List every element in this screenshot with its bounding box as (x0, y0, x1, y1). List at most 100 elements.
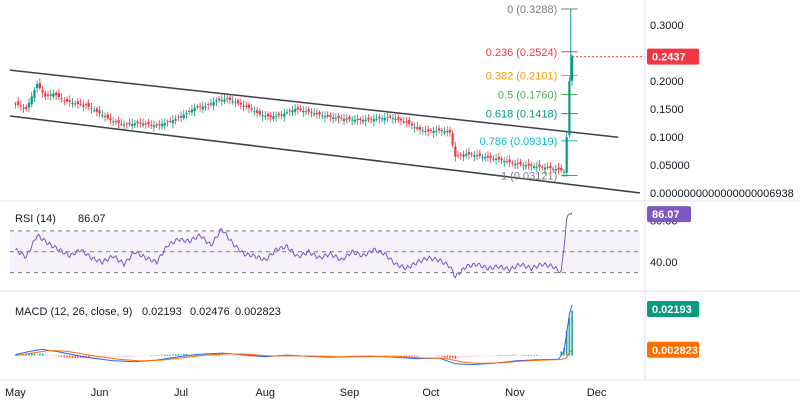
candle[interactable] (93, 106, 96, 113)
candle[interactable] (74, 100, 77, 108)
candle[interactable] (52, 89, 55, 99)
channel-lower-line[interactable] (9, 115, 641, 194)
candle[interactable] (437, 124, 441, 134)
candle[interactable] (220, 95, 223, 107)
candle[interactable] (147, 118, 150, 128)
candle[interactable] (386, 112, 389, 123)
candle[interactable] (364, 114, 367, 127)
candle[interactable] (27, 98, 31, 113)
candle[interactable] (190, 104, 194, 116)
candle[interactable] (470, 151, 473, 158)
candle[interactable] (571, 54, 574, 86)
candle[interactable] (171, 115, 175, 129)
candle[interactable] (71, 97, 74, 108)
candle[interactable] (63, 97, 66, 106)
candle[interactable] (549, 161, 552, 173)
candle[interactable] (427, 124, 430, 137)
candle[interactable] (196, 104, 199, 110)
candle[interactable] (169, 116, 172, 124)
candle[interactable] (413, 122, 416, 133)
candle[interactable] (465, 148, 468, 159)
candle[interactable] (405, 116, 408, 127)
candle[interactable] (315, 108, 318, 119)
candle[interactable] (250, 104, 253, 113)
candle[interactable] (562, 168, 566, 177)
candle[interactable] (253, 106, 256, 116)
candle[interactable] (128, 118, 131, 127)
candle[interactable] (101, 110, 104, 119)
candle[interactable] (41, 85, 44, 98)
candle[interactable] (304, 106, 308, 116)
candle[interactable] (212, 97, 215, 111)
candle[interactable] (532, 163, 536, 170)
channel-upper-line[interactable] (9, 69, 619, 139)
candle[interactable] (95, 106, 98, 117)
candle[interactable] (302, 105, 305, 118)
candle[interactable] (416, 122, 419, 131)
candle[interactable] (367, 114, 370, 123)
candle[interactable] (217, 95, 221, 104)
candle[interactable] (141, 118, 145, 128)
candle[interactable] (204, 102, 207, 111)
candle[interactable] (82, 100, 85, 112)
candle[interactable] (378, 113, 381, 124)
candle[interactable] (530, 161, 533, 171)
candle[interactable] (410, 120, 413, 130)
candle[interactable] (503, 157, 506, 167)
candle[interactable] (36, 80, 39, 93)
candle[interactable] (17, 97, 20, 108)
candle[interactable] (277, 111, 280, 119)
candle[interactable] (179, 111, 183, 123)
candle[interactable] (114, 118, 118, 126)
candle[interactable] (163, 118, 166, 130)
candle[interactable] (228, 94, 232, 105)
candle[interactable] (299, 105, 302, 112)
candle[interactable] (231, 96, 234, 105)
candle[interactable] (258, 108, 261, 118)
candle[interactable] (446, 126, 449, 137)
candle[interactable] (481, 154, 484, 162)
candle[interactable] (155, 122, 158, 129)
candle[interactable] (207, 102, 210, 110)
candle[interactable] (432, 126, 435, 138)
candle[interactable] (478, 149, 481, 159)
candle[interactable] (489, 152, 492, 163)
candle[interactable] (237, 98, 240, 107)
candle[interactable] (136, 119, 139, 128)
candle[interactable] (247, 102, 251, 113)
candle[interactable] (524, 160, 528, 171)
candle[interactable] (473, 150, 476, 162)
candle[interactable] (112, 116, 115, 127)
candle[interactable] (375, 114, 378, 122)
candle[interactable] (456, 150, 460, 159)
candle[interactable] (497, 152, 500, 163)
candle[interactable] (234, 97, 237, 108)
candle[interactable] (370, 116, 373, 124)
candle[interactable] (288, 108, 291, 117)
candle[interactable] (546, 162, 549, 170)
candle[interactable] (84, 102, 88, 109)
candle[interactable] (87, 99, 90, 111)
candle[interactable] (131, 118, 134, 131)
candle[interactable] (215, 97, 218, 106)
candle[interactable] (120, 118, 123, 127)
candle[interactable] (511, 160, 514, 167)
candle[interactable] (79, 98, 82, 107)
candle[interactable] (418, 124, 422, 135)
candle[interactable] (451, 130, 454, 148)
candle[interactable] (193, 103, 196, 117)
candle[interactable] (294, 104, 297, 116)
candle[interactable] (242, 100, 245, 112)
candle[interactable] (334, 112, 337, 122)
candle[interactable] (560, 164, 563, 173)
candle[interactable] (19, 100, 22, 111)
candle[interactable] (245, 101, 248, 110)
candle[interactable] (38, 78, 41, 91)
candle[interactable] (435, 125, 438, 136)
candle[interactable] (535, 161, 538, 172)
macd-signal-line[interactable] (15, 349, 573, 364)
candle[interactable] (117, 116, 120, 129)
candle[interactable] (182, 109, 185, 120)
candle[interactable] (557, 162, 560, 175)
